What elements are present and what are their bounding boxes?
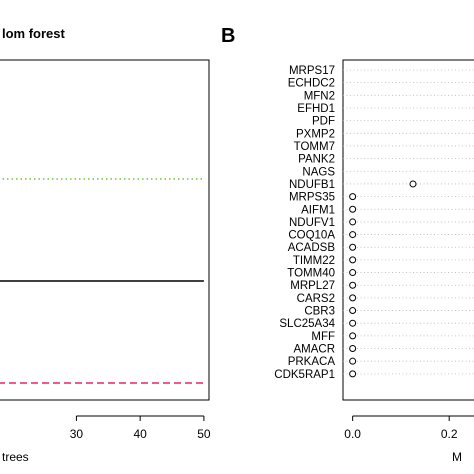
panel-a: lom forest 30 40 50 trees [0, 26, 211, 464]
gene-label: PANK2 [298, 154, 335, 166]
data-point [349, 370, 357, 378]
gene-label: MFN2 [304, 90, 335, 102]
data-point [349, 307, 357, 315]
gene-label: NDUFB1 [289, 179, 335, 191]
gene-label: CARS2 [297, 293, 335, 305]
gene-label: MRPS35 [289, 192, 335, 204]
gene-label: ECHDC2 [288, 78, 335, 90]
gene-label: TOMM7 [294, 141, 335, 153]
data-point [349, 319, 357, 327]
panel-b-x-axis: 0.0 0.2 [344, 415, 474, 441]
data-point [349, 218, 357, 226]
gene-label: PRKACA [288, 356, 336, 368]
panel-a-x-tick-label: 50 [197, 427, 211, 441]
gene-label: PXMP2 [296, 128, 335, 140]
panel-b: B MRPS17ECHDC2MFN2EFHD1PDFPXMP2TOMM7PANK… [221, 25, 474, 464]
data-point [409, 180, 417, 188]
panel-b-gene-labels: MRPS17ECHDC2MFN2EFHD1PDFPXMP2TOMM7PANK2N… [274, 65, 335, 381]
gene-label: CDK5RAP1 [274, 369, 335, 381]
gene-label: AMACR [293, 344, 335, 356]
panel-b-letter: B [221, 25, 235, 47]
panel-b-plot-frame [342, 59, 474, 401]
gene-label: AIFM1 [301, 204, 335, 216]
panel-a-x-label: trees [2, 450, 29, 464]
panel-a-x-tick-label: 30 [70, 427, 84, 441]
gene-label: COQ10A [288, 230, 335, 242]
panel-a-title: lom forest [2, 26, 66, 41]
gene-label: CBR3 [304, 306, 335, 318]
gene-label: NDUFV1 [289, 217, 335, 229]
panel-a-series [0, 178, 204, 384]
panel-a-x-axis: 30 40 50 [70, 415, 211, 441]
panel-b-grid [343, 69, 474, 375]
gene-label: PDF [312, 116, 335, 128]
gene-label: NAGS [302, 166, 335, 178]
gene-label: ACADSB [288, 242, 336, 254]
gene-label: SLC25A34 [279, 318, 335, 330]
gene-label: MRPL27 [290, 280, 335, 292]
gene-label: TOMM40 [287, 268, 335, 280]
gene-label: EFHD1 [297, 103, 335, 115]
panel-b-x-label: M [452, 450, 462, 464]
panel-a-plot-frame [0, 59, 210, 401]
panel-b-points [349, 180, 417, 378]
data-point [349, 332, 357, 340]
data-point [349, 281, 357, 289]
panel-a-x-tick-label: 40 [133, 427, 147, 441]
panel-b-x-tick-label: 0.0 [344, 427, 361, 441]
gene-label: MFF [311, 331, 335, 343]
data-point [349, 256, 357, 264]
panel-b-x-tick-label: 0.2 [441, 427, 458, 441]
gene-label: MRPS17 [289, 65, 335, 77]
data-point [349, 294, 357, 302]
gene-label: TIMM22 [293, 255, 335, 267]
data-point [349, 193, 357, 201]
data-point [349, 345, 357, 353]
data-point [349, 205, 357, 213]
data-point [349, 357, 357, 365]
data-point [349, 269, 357, 277]
data-point [349, 231, 357, 239]
data-point [349, 243, 357, 251]
